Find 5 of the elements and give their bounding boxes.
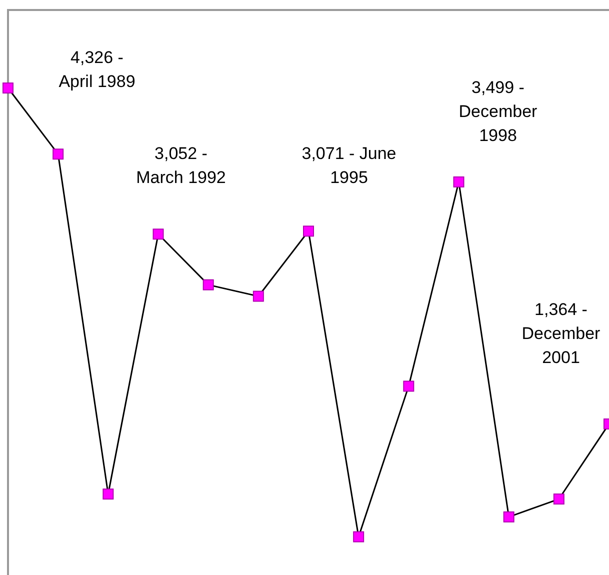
annotation: 1,364 - December 2001	[522, 300, 601, 367]
annotation: 3,071 - June 1995	[302, 144, 396, 187]
annotation: 3,052 - March 1992	[136, 144, 226, 187]
annotation: 4,326 - April 1989	[58, 48, 136, 91]
annotation: 3,499 - December 1998	[458, 78, 538, 145]
